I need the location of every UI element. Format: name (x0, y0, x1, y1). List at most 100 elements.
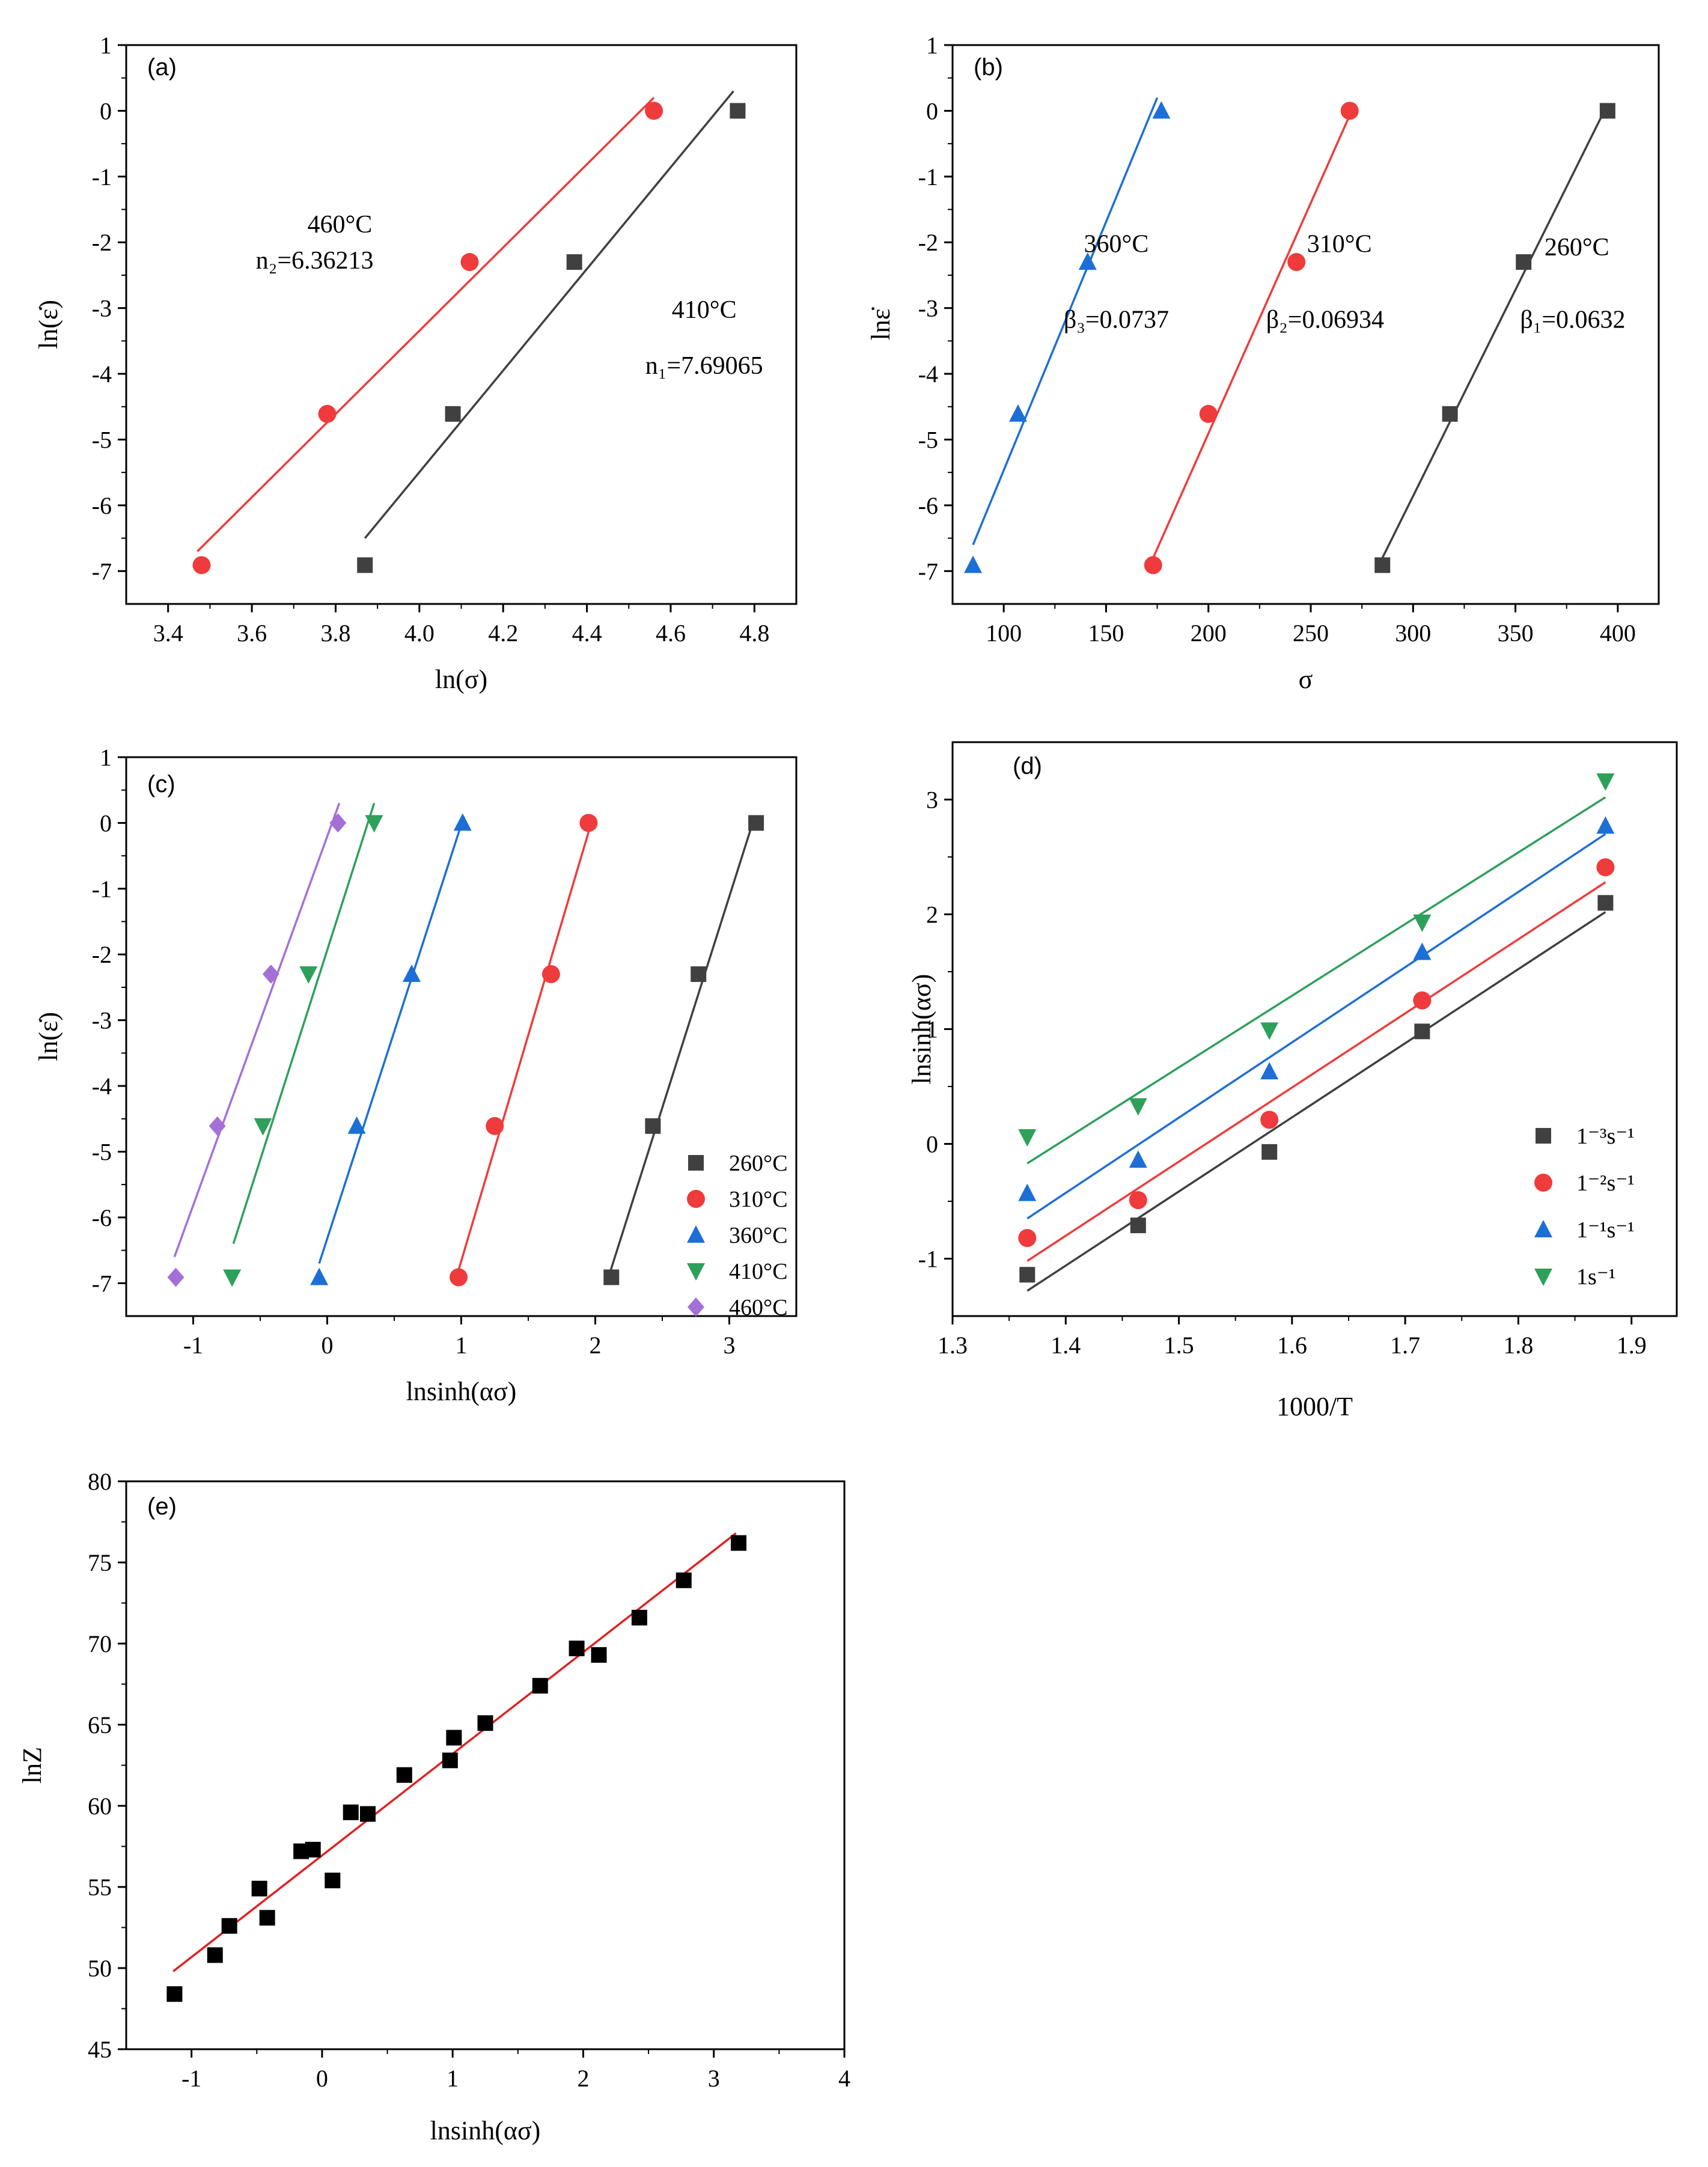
fit-line (1026, 881, 1606, 1262)
data-point (1260, 1022, 1279, 1040)
legend-marker (1534, 1220, 1552, 1237)
data-point (310, 1267, 329, 1285)
data-point (259, 1910, 275, 1926)
fit-line (1026, 796, 1606, 1165)
y-tick-label: -5 (92, 426, 112, 453)
fit-line (1026, 833, 1606, 1220)
y-tick-label: -2 (918, 229, 938, 256)
data-point (1442, 406, 1458, 422)
fit-line (972, 97, 1159, 546)
data-point (1199, 404, 1218, 423)
annotation: n₂=6.36213 (256, 247, 374, 275)
data-point (262, 965, 279, 984)
annotation: 360°C (1084, 231, 1149, 258)
legend-marker (687, 1225, 705, 1243)
legend-marker (688, 1155, 704, 1171)
data-point (1340, 102, 1359, 120)
series-1 (603, 815, 764, 1285)
data-point (631, 1609, 647, 1626)
data-point (1260, 1111, 1279, 1129)
data-point (1596, 816, 1615, 834)
x-axis-title: lnsinh(ασ) (406, 1377, 517, 1406)
data-point (731, 1535, 747, 1551)
y-tick-label: -6 (92, 492, 112, 519)
data-point (486, 1117, 504, 1135)
data-point (1144, 556, 1162, 575)
x-axis-title: σ (1299, 665, 1313, 694)
x-tick-label: 0 (316, 2065, 328, 2092)
y-tick-label: -7 (92, 558, 112, 585)
data-point (318, 404, 337, 423)
legend-label: 310°C (729, 1187, 788, 1212)
x-axis-title: lnsinh(ασ) (430, 2116, 541, 2145)
legend-label: 460°C (729, 1295, 788, 1320)
y-tick-label: 50 (88, 1955, 112, 1982)
data-point (730, 103, 746, 119)
y-tick-label: -7 (918, 558, 938, 585)
y-axis-title: ln(ε̇) (34, 1012, 63, 1061)
data-point (1018, 1129, 1037, 1147)
series-5 (167, 802, 347, 1287)
legend-label: 1⁻³s⁻¹ (1576, 1124, 1635, 1149)
x-tick-label: 1.6 (1277, 1332, 1307, 1359)
y-tick-label: -1 (918, 1246, 938, 1273)
annotation: β₂=0.06934 (1266, 306, 1384, 334)
data-point (251, 1880, 267, 1897)
series-2 (192, 97, 663, 575)
data-point (1008, 404, 1027, 422)
y-tick-label: 0 (100, 809, 112, 837)
x-tick-label: 300 (1395, 620, 1431, 647)
fit-line (197, 97, 655, 552)
data-point (1287, 253, 1306, 272)
y-tick-label: -1 (92, 876, 112, 903)
series-2 (450, 814, 598, 1287)
y-tick-label: -2 (92, 941, 112, 968)
x-tick-label: 4.6 (656, 620, 686, 647)
legend-label: 1s⁻¹ (1576, 1264, 1615, 1290)
data-point (254, 1118, 272, 1136)
data-point (591, 1647, 607, 1663)
annotation: β₁=0.0632 (1520, 306, 1625, 334)
plot-frame (951, 741, 1678, 1317)
y-tick-label: -3 (918, 295, 938, 322)
y-tick-label: -7 (92, 1270, 112, 1297)
data-point (221, 1918, 237, 1934)
data-point (1078, 252, 1097, 270)
series-3 (964, 97, 1171, 573)
y-axis-title: lnZ (17, 1747, 47, 1784)
legend-label: 410°C (729, 1259, 788, 1284)
y-tick-label: -1 (92, 163, 112, 190)
fit-line (232, 803, 376, 1245)
legend-label: 260°C (729, 1151, 788, 1176)
data-point (691, 966, 707, 983)
x-tick-label: 1.5 (1164, 1332, 1194, 1359)
legend-marker (687, 1263, 705, 1281)
data-point (1597, 895, 1614, 911)
x-tick-label: 1.4 (1051, 1332, 1081, 1359)
legend-marker (1534, 1269, 1552, 1286)
fit-line (457, 822, 593, 1270)
data-point (477, 1715, 493, 1731)
x-axis-title: ln(σ) (435, 665, 487, 694)
x-tick-label: 4.2 (488, 620, 518, 647)
chart-panel-3: -1 0 1 2 3 1 0 -1 -2 -3 -4 -5 -6 -7 lnsinh(ασ) ln(ε̇) (c… (34, 744, 798, 1406)
legend-marker (687, 1190, 705, 1208)
data-point (964, 555, 983, 573)
data-point (748, 815, 764, 831)
plot-frame (125, 1480, 846, 2050)
y-tick-label: 80 (88, 1468, 112, 1495)
x-tick-label: 1.7 (1390, 1332, 1420, 1359)
y-tick-label: 2 (926, 901, 938, 928)
annotation: 310°C (1307, 231, 1372, 258)
y-tick-label: 1 (926, 1016, 938, 1043)
y-tick-label: -4 (92, 1073, 112, 1100)
data-point (566, 254, 582, 270)
x-tick-label: 250 (1293, 620, 1329, 647)
x-tick-label: 1 (447, 2065, 459, 2092)
panel-label: (d) (1013, 753, 1042, 779)
y-tick-label: -5 (918, 426, 938, 453)
legend-marker (688, 1297, 704, 1317)
data-point (1413, 914, 1432, 932)
series-2 (1144, 102, 1359, 575)
